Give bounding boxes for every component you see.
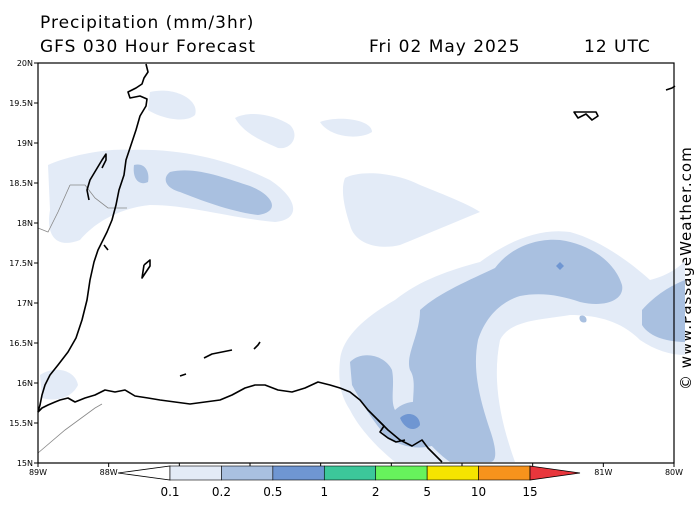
map-title: Precipitation (mm/3hr): [40, 13, 255, 33]
colorbar-segment: [169, 465, 222, 481]
lat-tick-label: 15N: [17, 459, 33, 468]
colorbar-segment: [375, 465, 428, 481]
colorbar-segment: [221, 465, 274, 481]
colorbar-label: 15: [522, 485, 537, 499]
lat-tick-label: 17.5N: [9, 259, 33, 268]
lat-tick-label: 20N: [17, 59, 33, 68]
precip-colorbar: 0.1 0.2 0.5 1 2 5 10 15: [117, 465, 581, 499]
lon-tick-label: 89W: [29, 468, 47, 477]
lat-tick-label: 17N: [17, 299, 33, 308]
colorbar-label: 0.2: [212, 485, 231, 499]
colorbar-segment: [272, 465, 325, 481]
lat-tick-label: 19.5N: [9, 99, 33, 108]
precip-layer: [40, 90, 685, 462]
forecast-date: Fri 02 May 2025: [369, 37, 521, 57]
colorbar-segment: [478, 465, 531, 481]
colorbar-over-triangle: [529, 465, 581, 481]
lon-tick-label: 80W: [665, 468, 683, 477]
colorbar-label: 10: [471, 485, 486, 499]
colorbar-label: 0.1: [160, 485, 179, 499]
colorbar-label: 5: [423, 485, 431, 499]
lon-tick-label: 88W: [100, 468, 118, 477]
colorbar-segment: [323, 465, 377, 481]
colorbar-segment: [426, 465, 479, 481]
forecast-subtitle: GFS 030 Hour Forecast: [40, 37, 256, 57]
lon-tick-label: 81W: [594, 468, 612, 477]
lat-tick-label: 18N: [17, 219, 33, 228]
lat-tick-label: 16N: [17, 379, 33, 388]
coastline: [37, 63, 676, 463]
latitude-ticks: 20N 19.5N 19N 18.5N 18N 17.5N 17N 16.5N 16N 15.5N…: [9, 59, 38, 468]
lat-tick-label: 16.5N: [9, 339, 33, 348]
colorbar-label: 1: [320, 485, 328, 499]
colorbar-label: 0.5: [263, 485, 282, 499]
colorbar-label: 2: [372, 485, 380, 499]
forecast-time: 12 UTC: [584, 37, 651, 57]
lat-tick-label: 19N: [17, 139, 33, 148]
lat-tick-label: 18.5N: [9, 179, 33, 188]
lat-tick-label: 15.5N: [9, 419, 33, 428]
colorbar-under-triangle: [117, 465, 171, 481]
border-lines: [37, 184, 127, 454]
